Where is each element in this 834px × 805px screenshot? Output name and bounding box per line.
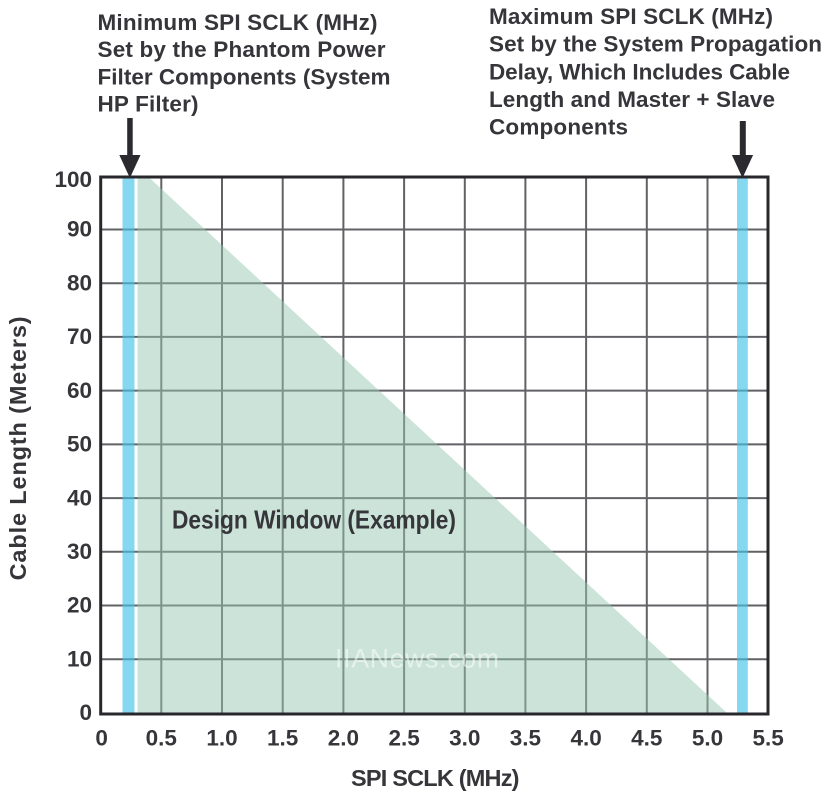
svg-text:80: 80 <box>67 270 92 295</box>
svg-text:70: 70 <box>67 324 92 349</box>
svg-text:2.0: 2.0 <box>328 725 359 750</box>
svg-text:3.5: 3.5 <box>510 725 541 750</box>
svg-text:Set by the Phantom Power: Set by the Phantom Power <box>98 37 386 62</box>
svg-text:Minimum SPI SCLK (MHz): Minimum SPI SCLK (MHz) <box>98 10 378 35</box>
svg-text:Maximum SPI SCLK (MHz): Maximum SPI SCLK (MHz) <box>489 4 773 29</box>
svg-text:SPI SCLK (MHz): SPI SCLK (MHz) <box>351 765 520 791</box>
svg-text:2.5: 2.5 <box>388 725 419 750</box>
svg-text:0: 0 <box>79 700 92 725</box>
svg-text:5.0: 5.0 <box>692 725 723 750</box>
svg-text:90: 90 <box>67 217 92 242</box>
svg-text:HP Filter): HP Filter) <box>98 92 199 117</box>
svg-text:1.5: 1.5 <box>267 725 298 750</box>
svg-text:Delay, Which Includes Cable: Delay, Which Includes Cable <box>489 59 790 84</box>
svg-text:Set by the System Propagation: Set by the System Propagation <box>489 32 822 57</box>
svg-text:Length and Master + Slave: Length and Master + Slave <box>489 87 775 112</box>
svg-text:60: 60 <box>67 378 92 403</box>
svg-text:IIANews.com: IIANews.com <box>335 644 499 674</box>
svg-text:Design Window (Example): Design Window (Example) <box>172 505 456 535</box>
svg-text:5.5: 5.5 <box>753 725 784 750</box>
svg-text:4.5: 4.5 <box>631 725 662 750</box>
svg-text:3.0: 3.0 <box>449 725 480 750</box>
svg-text:Components: Components <box>489 115 628 140</box>
svg-text:0.5: 0.5 <box>146 725 177 750</box>
svg-text:0: 0 <box>95 725 108 750</box>
svg-text:1.0: 1.0 <box>206 725 237 750</box>
svg-text:10: 10 <box>67 646 92 671</box>
svg-text:20: 20 <box>67 593 92 618</box>
svg-text:100: 100 <box>54 167 92 192</box>
svg-text:4.0: 4.0 <box>570 725 601 750</box>
svg-text:Filter Components (System: Filter Components (System <box>98 64 391 89</box>
svg-text:30: 30 <box>67 539 92 564</box>
svg-text:Cable Length (Meters): Cable Length (Meters) <box>5 316 31 580</box>
svg-text:50: 50 <box>67 432 92 457</box>
svg-text:40: 40 <box>67 485 92 510</box>
